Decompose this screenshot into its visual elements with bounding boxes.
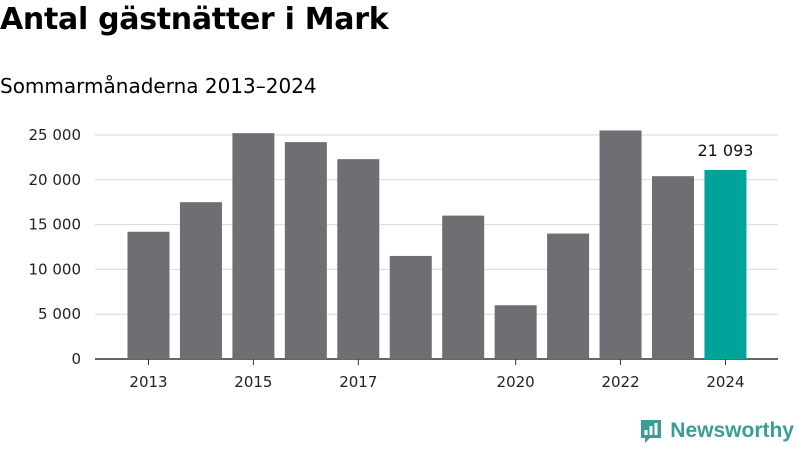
- x-tick-label: 2013: [129, 373, 167, 391]
- y-tick-label: 5 000: [38, 305, 81, 323]
- brand: Newsworthy: [638, 418, 794, 444]
- annotations: 21 093: [697, 141, 753, 160]
- bar-2016: [284, 142, 327, 359]
- bar-2020: [494, 305, 537, 359]
- y-tick-label: 15 000: [29, 216, 82, 234]
- x-tick-label: 2015: [234, 373, 272, 391]
- x-axis-ticks: 2013 2015 2017 2020 2022 2024: [129, 359, 745, 391]
- chart-subtitle: Sommarmånaderna 2013–2024: [0, 74, 317, 98]
- bars: [127, 130, 747, 359]
- x-tick-label: 2020: [497, 373, 535, 391]
- bar-2023: [652, 176, 694, 359]
- x-tick-label: 2022: [601, 373, 639, 391]
- bar-2015: [232, 133, 275, 359]
- y-axis-ticks: 0 5 000 10 000 15 000 20 000 25 000: [29, 126, 82, 368]
- x-tick-label: 2024: [706, 373, 744, 391]
- y-tick-label: 20 000: [29, 171, 82, 189]
- chart-title: Antal gästnätter i Mark: [0, 2, 389, 37]
- newsworthy-logo-icon: [641, 420, 662, 443]
- y-tick-label: 25 000: [29, 126, 82, 144]
- y-tick-label: 10 000: [29, 260, 82, 278]
- bar-2021: [547, 233, 590, 359]
- x-tick-label: 2017: [339, 373, 377, 391]
- bar-2022: [599, 130, 642, 359]
- data-label: 21 093: [697, 141, 753, 160]
- bar-2013: [127, 231, 170, 359]
- bar-2019: [442, 215, 485, 359]
- bar-2014: [179, 202, 222, 359]
- bar-2024: [704, 169, 747, 359]
- bar-2017: [337, 159, 380, 359]
- bar-2018: [389, 255, 432, 359]
- y-tick-label: 0: [71, 350, 81, 368]
- brand-name: Newsworthy: [670, 419, 794, 442]
